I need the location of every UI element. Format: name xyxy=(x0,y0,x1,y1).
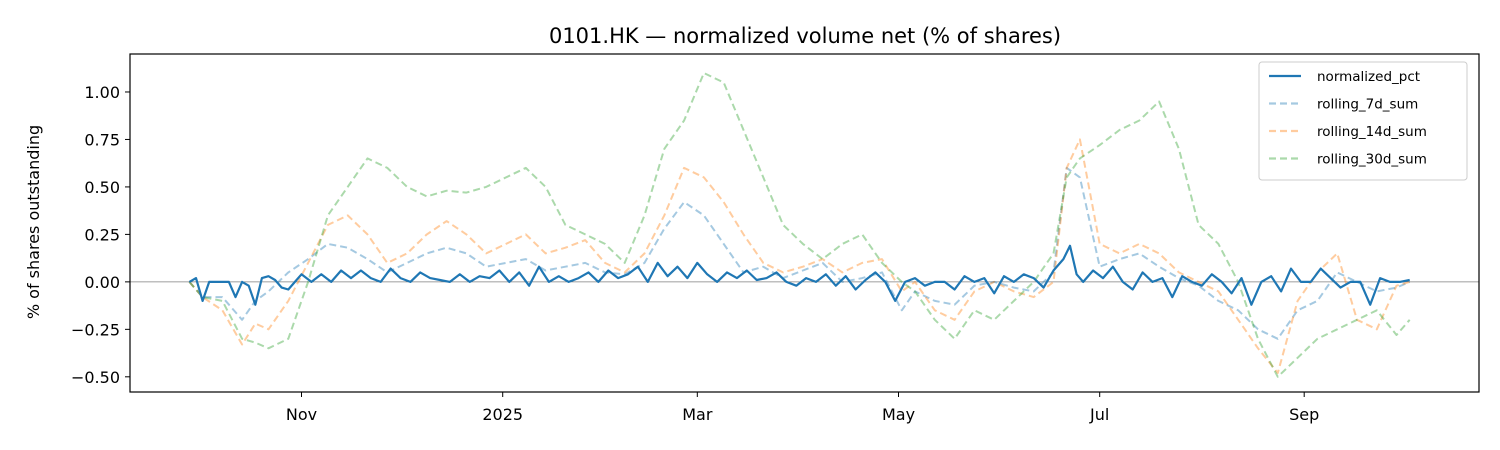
series-line-rolling-14d-sum xyxy=(188,138,1410,374)
y-tick-label: −0.25 xyxy=(71,320,120,339)
legend-box xyxy=(1258,61,1468,181)
y-tick-label: 0.00 xyxy=(84,273,120,292)
series-line-normalized-pct xyxy=(188,244,1410,306)
y-tick-label: 0.75 xyxy=(84,130,120,149)
y-axis-label: % of shares outstanding xyxy=(24,125,43,319)
series-line-rolling-7d-sum xyxy=(188,166,1411,340)
series-line-rolling-30d-sum xyxy=(188,72,1411,378)
x-tick-label: 2025 xyxy=(482,405,523,424)
y-tick-label: 0.50 xyxy=(84,178,120,197)
plot-frame xyxy=(129,53,1480,393)
x-tick-label: Nov xyxy=(286,405,317,424)
y-tick-label: 1.00 xyxy=(84,83,120,102)
legend-label-rolling-7d-sum: rolling_7d_sum xyxy=(1317,97,1418,113)
x-tick-label: May xyxy=(882,405,915,424)
x-tick-label: Jul xyxy=(1089,405,1109,424)
y-tick-label: −0.50 xyxy=(71,368,120,387)
x-tick-label: Mar xyxy=(682,405,713,424)
legend-label-normalized-pct: normalized_pct xyxy=(1317,69,1420,85)
x-tick-label: Sep xyxy=(1289,405,1319,424)
legend-label-rolling-30d-sum: rolling_30d_sum xyxy=(1317,152,1427,168)
legend-label-rolling-14d-sum: rolling_14d_sum xyxy=(1317,124,1427,140)
chart-title: 0101.HK — normalized volume net (% of sh… xyxy=(549,24,1061,48)
legend: normalized_pct rolling_7d_sum rolling_14d_… xyxy=(1258,61,1468,181)
y-tick-label: 0.25 xyxy=(84,225,120,244)
